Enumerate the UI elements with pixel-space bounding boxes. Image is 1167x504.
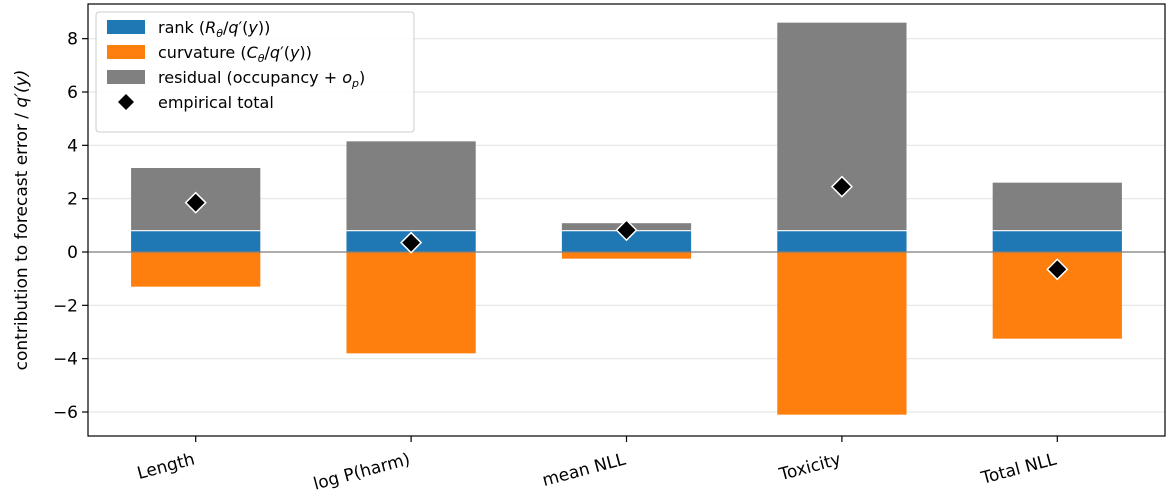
bar-rank [561, 230, 692, 252]
bar-curvature [131, 252, 261, 287]
legend: rank (Rθ/q′(y)) curvature (Cθ/q′(y)) resid… [95, 11, 415, 133]
bar-curvature [561, 252, 692, 259]
x-tick-label: Length [135, 450, 197, 484]
x-tick-label: mean NLL [540, 449, 628, 491]
bar-rank [992, 230, 1122, 252]
markers [184, 175, 1069, 281]
y-tick-label: 4 [67, 136, 78, 156]
legend-label-residual: residual (occupancy + op) [158, 68, 365, 90]
x-tick-label: Toxicity [776, 450, 843, 486]
y-tick-label: −4 [53, 350, 78, 370]
legend-swatch-marker [118, 94, 134, 110]
bar-residual [992, 182, 1122, 231]
bar-residual [777, 22, 907, 231]
y-tick-label: 6 [67, 83, 78, 103]
marker-empirical-total [615, 219, 638, 242]
bar-rank [131, 230, 261, 252]
marker-empirical-total [184, 191, 207, 214]
legend-swatch-rank [107, 20, 145, 34]
y-axis-label: contribution to forecast error / q′(y) [12, 70, 32, 371]
bar-curvature [777, 252, 907, 415]
legend-box [95, 11, 415, 133]
legend-swatch-residual [107, 70, 145, 84]
y-tick-label: 8 [67, 30, 78, 50]
bar-residual [346, 141, 476, 231]
marker-empirical-total [1046, 258, 1069, 281]
y-tick-label: −6 [53, 403, 78, 423]
bar-rank [777, 230, 907, 252]
x-tick-label: Total NLL [978, 449, 1059, 489]
legend-swatch-curvature [107, 45, 145, 59]
x-tick-label: log P(harm) [311, 450, 412, 495]
legend-label-marker: empirical total [158, 93, 274, 112]
legend-label-rank: rank (Rθ/q′(y)) [158, 18, 270, 40]
bar-curvature [346, 252, 476, 354]
y-tick-label: 0 [67, 243, 78, 263]
marker-empirical-total [830, 175, 853, 198]
y-tick-label: 2 [67, 190, 78, 210]
legend-label-curvature: curvature (Cθ/q′(y)) [158, 43, 312, 65]
marker-empirical-total [400, 231, 423, 254]
y-tick-label: −2 [53, 296, 78, 316]
